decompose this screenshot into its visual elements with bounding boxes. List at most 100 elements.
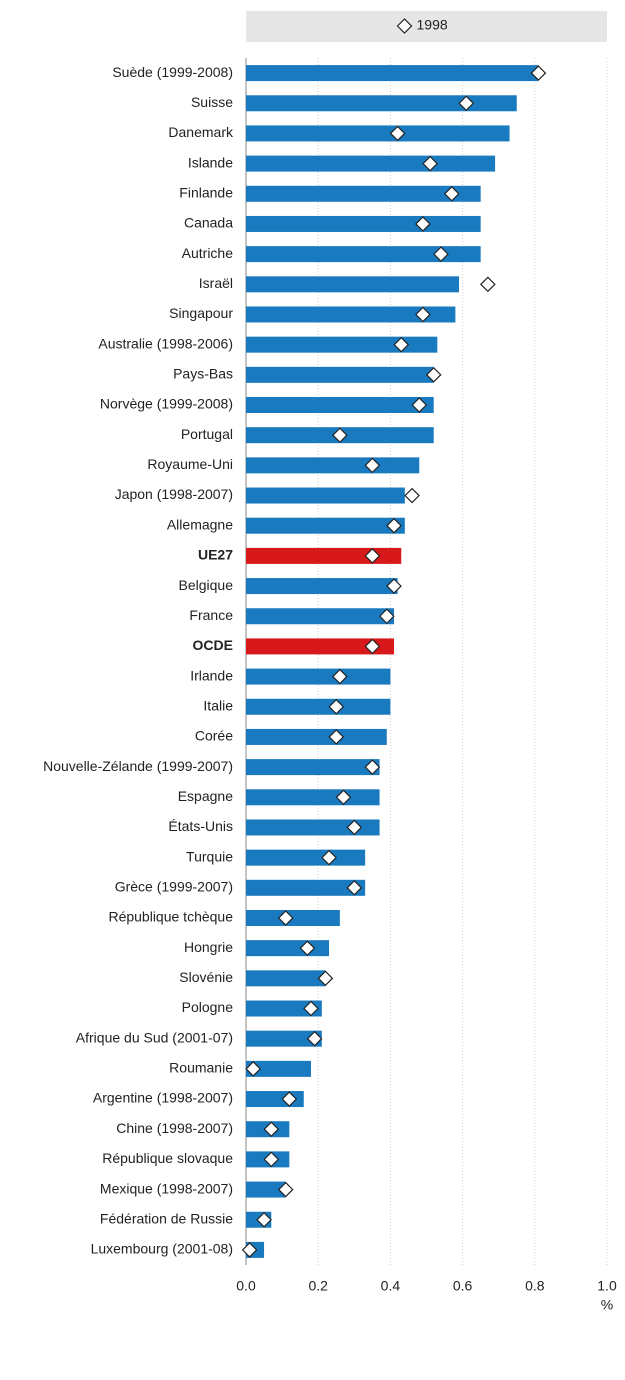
bar: [246, 759, 380, 776]
diamond-marker: [346, 819, 363, 836]
category-label: Portugal: [181, 426, 233, 442]
diamond-marker: [433, 246, 449, 262]
diamond-marker: [346, 879, 363, 896]
category-label: Australie (1998-2006): [98, 335, 233, 351]
diamond-marker: [328, 698, 345, 715]
diamond-marker: [256, 1211, 272, 1228]
category-label: Danemark: [168, 124, 234, 140]
category-label: Argentine (1998-2007): [93, 1090, 233, 1106]
diamond-marker: [389, 125, 406, 142]
category-label: Corée: [195, 728, 233, 744]
category-label: Italie: [203, 697, 233, 713]
category-label: Japon (1998-2007): [115, 486, 233, 502]
bar: [246, 306, 456, 323]
bar: [246, 246, 481, 263]
bar: [246, 125, 510, 142]
category-label: Allemagne: [167, 516, 233, 532]
diamond-marker: [443, 185, 460, 202]
bar: [246, 1000, 322, 1017]
category-label: Israël: [199, 275, 233, 291]
category-label: Singapour: [169, 305, 233, 321]
category-label: OCDE: [193, 637, 233, 653]
category-label: Fédération de Russie: [100, 1210, 233, 1226]
bar: [246, 940, 330, 957]
bar: [246, 276, 459, 293]
bar: [246, 397, 434, 414]
diamond-marker: [425, 366, 442, 383]
diamond-marker: [393, 336, 410, 353]
x-tick-label: 0.8: [525, 1278, 545, 1294]
diamond-marker: [422, 155, 438, 172]
category-label: Canada: [184, 215, 233, 231]
category-label: Grèce (1999-2007): [115, 879, 233, 895]
x-tick-label: 0.4: [381, 1278, 401, 1294]
bar: [246, 155, 496, 172]
bar: [246, 1030, 322, 1047]
bar: [246, 849, 366, 866]
bar: [246, 819, 380, 836]
bar: [246, 366, 434, 383]
category-label: UE27: [198, 547, 233, 563]
diamond-marker: [378, 608, 395, 625]
category-label: Afrique du Sud (2001-07): [76, 1029, 233, 1045]
category-label: Mexique (1998-2007): [100, 1180, 233, 1196]
category-label: Luxembourg (2001-08): [91, 1241, 233, 1257]
bar: [246, 578, 398, 595]
legend-box: [246, 11, 607, 42]
bar: [246, 65, 539, 82]
legend-marker: [396, 18, 413, 34]
bar: [246, 698, 391, 715]
diamond-marker: [332, 427, 348, 444]
category-label: Chine (1998-2007): [116, 1120, 233, 1136]
category-label: République tchèque: [108, 909, 233, 925]
diamond-marker: [263, 1151, 280, 1168]
category-label: États-Unis: [168, 818, 233, 834]
diamond-marker: [364, 638, 381, 655]
category-label: France: [189, 607, 233, 623]
category-label: Hongrie: [184, 939, 233, 955]
category-label: Nouvelle-Zélande (1999-2007): [43, 758, 233, 774]
category-label: Autriche: [182, 245, 234, 261]
category-label: Islande: [188, 154, 233, 170]
bar: [246, 95, 517, 112]
category-label: Finlande: [179, 184, 233, 200]
bar: [246, 487, 405, 504]
category-label: Espagne: [178, 788, 233, 804]
diamond-marker: [386, 578, 402, 594]
bar: [246, 638, 395, 655]
diamond-marker: [364, 548, 381, 564]
x-tick-label: 0.2: [308, 1278, 328, 1294]
category-label: Pologne: [182, 999, 234, 1015]
bar: [246, 608, 395, 625]
diamond-marker: [415, 216, 431, 232]
diamond-marker: [303, 1000, 319, 1017]
diamond-marker: [241, 1242, 258, 1258]
diamond-marker: [530, 65, 547, 81]
diamond-marker: [480, 276, 496, 293]
x-axis-label: %: [601, 1297, 613, 1313]
diamond-marker: [321, 849, 337, 866]
diamond-marker: [415, 306, 431, 323]
diamond-marker: [332, 668, 348, 685]
category-label: Norvège (1999-2008): [100, 396, 233, 412]
diamond-marker: [386, 517, 402, 534]
diamond-marker: [317, 970, 334, 987]
category-label: Turquie: [186, 848, 233, 864]
diamond-marker: [263, 1121, 280, 1138]
x-tick-label: 0.6: [453, 1278, 473, 1294]
category-label: Irlande: [190, 667, 233, 683]
bar: [246, 1060, 311, 1077]
bar: [246, 457, 420, 474]
bar: [246, 517, 405, 534]
bar: [246, 970, 326, 987]
bar: [246, 668, 391, 685]
diamond-marker: [411, 397, 428, 413]
category-label: Pays-Bas: [173, 366, 233, 382]
category-label: République slovaque: [102, 1150, 233, 1166]
x-tick-label: 1.0: [597, 1278, 617, 1294]
diamond-marker: [277, 910, 294, 926]
bar: [246, 215, 481, 232]
diamond-marker: [364, 457, 381, 474]
bar: [246, 1181, 286, 1198]
